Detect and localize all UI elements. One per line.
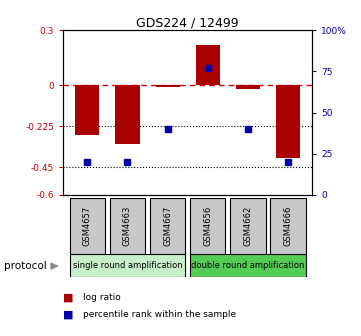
Bar [70, 254, 185, 277]
Text: ■: ■ [63, 292, 74, 302]
Text: GSM4666: GSM4666 [284, 206, 293, 246]
Bar [236, 85, 260, 89]
Title: GDS224 / 12499: GDS224 / 12499 [136, 16, 239, 29]
Bar [110, 198, 145, 254]
Bar [270, 198, 306, 254]
Bar [75, 85, 99, 134]
Text: log ratio: log ratio [83, 293, 121, 302]
Bar [190, 198, 226, 254]
Bar [190, 254, 306, 277]
Text: protocol: protocol [4, 261, 46, 271]
Bar [276, 85, 300, 158]
Bar [116, 85, 139, 144]
Text: GSM4656: GSM4656 [203, 206, 212, 246]
Bar [196, 45, 220, 85]
Text: GSM4657: GSM4657 [83, 206, 92, 246]
Bar [156, 85, 180, 87]
Text: double round amplification: double round amplification [191, 261, 305, 270]
Text: GSM4662: GSM4662 [243, 206, 252, 246]
Bar [70, 198, 105, 254]
Bar [150, 198, 185, 254]
Text: percentile rank within the sample: percentile rank within the sample [83, 310, 236, 319]
Text: GSM4667: GSM4667 [163, 206, 172, 246]
Text: GSM4663: GSM4663 [123, 206, 132, 246]
Text: single round amplification: single round amplification [73, 261, 182, 270]
Bar [230, 198, 266, 254]
Text: ■: ■ [63, 309, 74, 319]
